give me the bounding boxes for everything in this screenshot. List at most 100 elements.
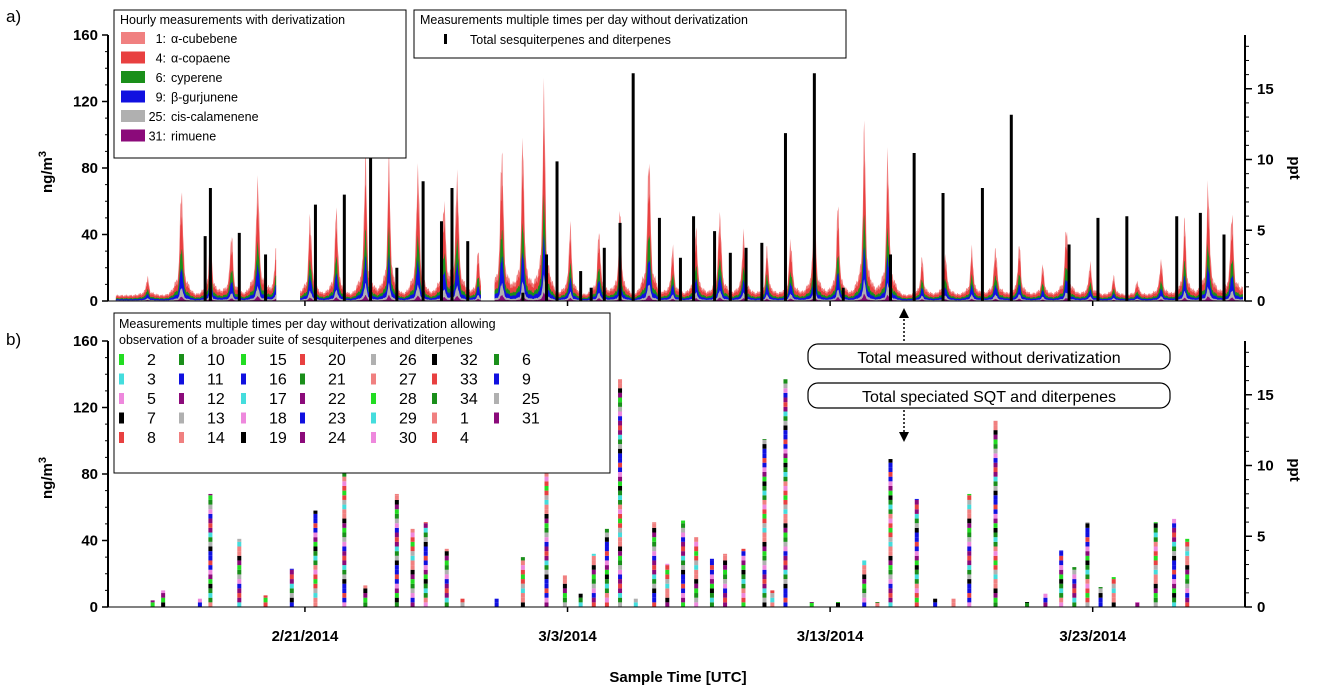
stack-segment <box>888 523 893 528</box>
stack-segment <box>914 532 919 538</box>
legend-swatch <box>494 412 499 424</box>
stack-segment <box>1059 565 1064 570</box>
legend-swatch <box>119 393 124 404</box>
stack-segment <box>161 590 166 594</box>
stack-segment <box>1185 551 1190 556</box>
stack-segment <box>681 579 686 584</box>
stack-segment <box>313 532 318 538</box>
stack-segment <box>762 569 767 575</box>
stack-segment <box>1111 593 1116 598</box>
stack-segment <box>835 602 840 607</box>
legend-label: 9 <box>522 372 531 389</box>
stack-segment <box>783 541 788 547</box>
stack-segment <box>208 579 213 584</box>
stack-segment <box>394 504 399 510</box>
stack-segment <box>681 597 686 603</box>
stack-segment <box>289 593 294 598</box>
stack-segment <box>762 513 767 519</box>
legend-hourly: Hourly measurements with derivatization … <box>113 9 407 159</box>
stack-segment <box>888 579 893 584</box>
stack-segment <box>723 574 728 580</box>
stack-segment <box>665 583 670 589</box>
legend-label: 18 <box>269 411 287 428</box>
stack-segment <box>604 593 609 598</box>
y-tick-label-right-b: 0 <box>1257 599 1265 616</box>
stack-segment <box>1085 532 1090 538</box>
stack-segment <box>1185 565 1190 570</box>
stack-segment <box>914 560 919 566</box>
legend-swatch <box>241 412 246 424</box>
stack-segment <box>762 472 767 477</box>
stack-segment <box>618 392 623 398</box>
stack-segment <box>1085 523 1090 528</box>
stack-segment <box>762 485 767 491</box>
stack-segment <box>289 588 294 594</box>
stack-segment <box>342 518 347 524</box>
stack-segment <box>993 602 998 607</box>
panel-b-plot <box>150 379 1190 607</box>
stack-segment <box>783 555 788 561</box>
stack-segment <box>494 602 499 607</box>
legend-swatch <box>121 32 145 44</box>
stack-segment <box>618 602 623 607</box>
stack-segment <box>410 579 415 584</box>
legend-swatch <box>119 412 124 424</box>
legend-swatch <box>371 373 376 385</box>
stack-segment <box>618 383 623 389</box>
stack-segment <box>1153 532 1158 538</box>
stack-segment <box>618 574 623 580</box>
stack-segment <box>783 467 788 473</box>
stack-segment <box>1059 555 1064 561</box>
stack-segment <box>1172 583 1177 589</box>
legend-number: 31: <box>149 130 166 144</box>
stack-segment <box>618 485 623 491</box>
legend-hourly-title: Hourly measurements with derivatization <box>120 13 345 27</box>
stack-segment <box>423 522 428 524</box>
stack-segment <box>783 379 788 384</box>
stack-segment <box>544 565 549 570</box>
stack-segment <box>762 444 767 449</box>
stack-segment <box>444 593 449 598</box>
stack-segment <box>967 593 972 598</box>
stack-segment <box>544 579 549 584</box>
stack-segment <box>967 555 972 561</box>
legend-swatch <box>432 412 437 424</box>
legend-label: 8 <box>147 430 156 447</box>
stack-segment <box>723 602 728 607</box>
legend-swatch <box>432 432 437 443</box>
legend-label: 30 <box>399 430 417 447</box>
stack-segment <box>783 388 788 393</box>
stack-segment <box>1098 588 1103 594</box>
stack-segment <box>342 537 347 542</box>
stack-segment <box>544 472 549 477</box>
stack-segment <box>544 476 549 482</box>
stack-segment <box>618 509 623 514</box>
stack-segment <box>862 602 867 607</box>
stack-segment <box>410 560 415 566</box>
stack-segment <box>770 593 775 598</box>
stack-segment <box>313 593 318 598</box>
stack-segment <box>783 597 788 603</box>
area-series-5 <box>494 274 1243 301</box>
stack-segment <box>993 458 998 463</box>
legend-species-title-2: observation of a broader suite of sesqui… <box>119 333 473 347</box>
stack-segment <box>993 448 998 454</box>
stack-segment <box>394 513 399 519</box>
legend-label: cyperene <box>171 71 222 85</box>
stack-segment <box>888 509 893 514</box>
stack-segment <box>208 518 213 524</box>
stack-segment <box>993 541 998 547</box>
area-series-6 <box>494 292 1243 301</box>
x-tick-label: 2/21/2014 <box>272 628 339 645</box>
stack-segment <box>394 537 399 542</box>
stack-segment <box>1153 546 1158 552</box>
stack-segment <box>993 430 998 435</box>
stack-segment <box>444 602 449 607</box>
stack-segment <box>544 509 549 514</box>
stack-segment <box>783 416 788 421</box>
stack-segment <box>652 537 657 542</box>
stack-segment <box>410 583 415 589</box>
stack-segment <box>618 523 623 528</box>
stack-segment <box>967 537 972 542</box>
stack-segment <box>591 588 596 594</box>
